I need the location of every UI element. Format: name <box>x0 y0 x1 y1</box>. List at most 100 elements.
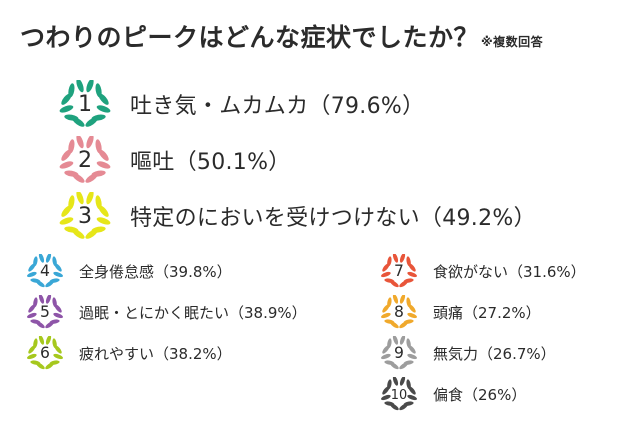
laurel-wreath-icon: 6 <box>27 336 63 370</box>
laurel-leaf <box>45 362 54 370</box>
laurel-leaf <box>392 377 399 386</box>
laurel-leaf <box>27 312 37 319</box>
laurel-leaf <box>72 229 85 239</box>
rank-number: 8 <box>394 303 404 321</box>
laurel-leaf <box>36 362 45 370</box>
item-value: （38.2%） <box>154 344 232 363</box>
laurel-wreath-icon: 2 <box>59 136 111 183</box>
laurel-leaf <box>53 353 63 360</box>
laurel-wreath-icon: 10 <box>381 377 417 411</box>
laurel-leaf <box>408 263 416 272</box>
laurel-leaf <box>382 304 390 313</box>
laurel-leaf <box>98 149 109 161</box>
item-name: 過眠・とにかく眠たい <box>79 303 230 322</box>
laurel-leaf <box>392 254 399 263</box>
laurel-leaf <box>28 263 36 272</box>
laurel-wreath-icon: 3 <box>59 192 111 239</box>
laurel-leaf <box>27 271 37 278</box>
laurel-leaf <box>381 353 391 360</box>
rank-label-1: 吐き気・ムカムカ（79.6%） <box>130 88 424 120</box>
laurel-leaf <box>85 117 98 127</box>
rank-item-4: 4 全身倦怠感（39.8%） <box>25 254 232 288</box>
laurel-leaf <box>59 217 74 225</box>
item-value: （31.6%） <box>508 262 586 281</box>
rank-label-10: 偏食（26%） <box>433 384 526 405</box>
laurel-leaf <box>382 386 390 395</box>
laurel-leaf <box>76 80 84 93</box>
rank-number: 9 <box>394 344 404 362</box>
laurel-leaf <box>98 205 109 217</box>
rank-number: 1 <box>78 91 92 117</box>
laurel-leaf <box>61 93 72 105</box>
laurel-leaf <box>85 229 98 239</box>
laurel-leaf <box>390 280 399 288</box>
laurel-leaf <box>390 362 399 370</box>
laurel-leaf <box>54 304 62 313</box>
laurel-leaf <box>36 280 45 288</box>
laurel-leaf <box>399 362 408 370</box>
laurel-leaf <box>399 280 408 288</box>
laurel-leaf <box>408 304 416 313</box>
laurel-leaf <box>28 345 36 354</box>
item-name: 嘔吐 <box>130 150 175 175</box>
laurel-leaf <box>408 386 416 395</box>
laurel-leaf <box>76 192 84 205</box>
rank-item-2: 2 嘔吐（50.1%） <box>58 136 291 184</box>
item-name: 吐き気・ムカムカ <box>130 94 309 119</box>
rank-number: 3 <box>78 203 92 229</box>
laurel-wreath-icon: 7 <box>381 254 417 288</box>
laurel-leaf <box>407 394 417 401</box>
item-value: （39.8%） <box>154 262 232 281</box>
laurel-leaf <box>45 295 52 304</box>
item-value: （79.6%） <box>308 94 425 119</box>
rank-label-2: 嘔吐（50.1%） <box>130 144 291 176</box>
laurel-leaf <box>53 271 63 278</box>
laurel-leaf <box>390 403 399 411</box>
laurel-leaf <box>399 254 406 263</box>
title-text: つわりのピークはどんな症状でしたか？ <box>20 23 480 52</box>
laurel-leaf <box>382 345 390 354</box>
rank-number: 10 <box>391 388 407 403</box>
laurel-leaf <box>399 295 406 304</box>
laurel-leaf <box>407 353 417 360</box>
laurel-wreath-icon: 1 <box>59 80 111 127</box>
laurel-leaf <box>28 304 36 313</box>
laurel-leaf <box>381 312 391 319</box>
laurel-leaf <box>98 93 109 105</box>
item-name: 無気力 <box>433 344 479 363</box>
item-value: （26%） <box>463 385 527 404</box>
laurel-leaf <box>45 336 52 345</box>
laurel-leaf <box>399 321 408 329</box>
rank-item-9: 9 無気力（26.7%） <box>379 336 556 370</box>
rank-label-7: 食欲がない（31.6%） <box>433 261 586 282</box>
laurel-leaf <box>38 254 45 263</box>
rank-number: 5 <box>40 303 50 321</box>
item-name: 頭痛 <box>433 303 464 322</box>
laurel-leaf <box>96 105 111 113</box>
rank-item-1: 1 吐き気・ムカムカ（79.6%） <box>58 80 424 128</box>
laurel-leaf <box>96 161 111 169</box>
item-name: 食欲がない <box>433 262 509 281</box>
laurel-leaf <box>72 173 85 183</box>
rank-number: 7 <box>394 262 404 280</box>
laurel-leaf <box>45 321 54 329</box>
laurel-leaf <box>59 161 74 169</box>
laurel-leaf <box>407 271 417 278</box>
laurel-leaf <box>392 336 399 345</box>
laurel-leaf <box>408 345 416 354</box>
item-value: （38.9%） <box>229 303 307 322</box>
laurel-wreath-icon: 5 <box>27 295 63 329</box>
rank-label-5: 過眠・とにかく眠たい（38.9%） <box>79 302 307 323</box>
laurel-leaf <box>390 321 399 329</box>
item-name: 疲れやすい <box>79 344 155 363</box>
rank-label-6: 疲れやすい（38.2%） <box>79 343 232 364</box>
laurel-leaf <box>61 205 72 217</box>
laurel-leaf <box>86 136 94 149</box>
laurel-leaf <box>96 217 111 225</box>
laurel-leaf <box>85 173 98 183</box>
item-value: （27.2%） <box>463 303 541 322</box>
laurel-leaf <box>399 336 406 345</box>
laurel-leaf <box>399 377 406 386</box>
laurel-wreath-icon: 9 <box>381 336 417 370</box>
laurel-leaf <box>36 321 45 329</box>
